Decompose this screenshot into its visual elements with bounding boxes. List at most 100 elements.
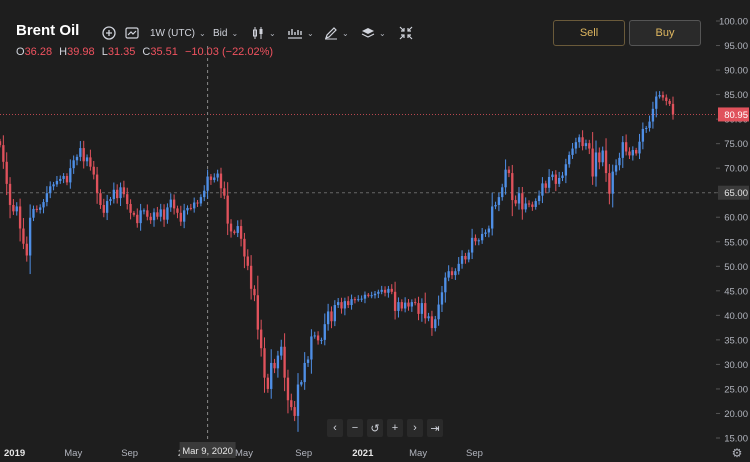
candle-body xyxy=(32,208,35,218)
candle-body xyxy=(28,217,32,256)
candle-body xyxy=(223,188,226,196)
candle-body xyxy=(645,127,648,129)
x-tick-label: 2021 xyxy=(352,448,374,459)
price-type-select[interactable]: Bid ⌄ xyxy=(213,22,238,44)
reset-button[interactable]: ↺ xyxy=(367,419,383,437)
candle-body xyxy=(119,187,122,199)
candle-body xyxy=(444,277,447,293)
candle-body xyxy=(69,168,72,183)
add-indicator-button[interactable] xyxy=(102,22,116,44)
chart-type-select[interactable]: ⌄ xyxy=(251,22,276,44)
candle-body xyxy=(129,203,132,213)
candle-body xyxy=(521,193,524,210)
candle-body xyxy=(517,193,521,204)
y-tick-label: 60.00 xyxy=(724,213,748,224)
candle-body xyxy=(15,206,18,212)
layers-button[interactable]: ⌄ xyxy=(361,22,386,44)
go-to-latest-button[interactable]: ⇥ xyxy=(427,419,443,437)
horizontal-line-label: 65.00 xyxy=(724,188,748,199)
candle-body xyxy=(544,183,547,188)
compare-button[interactable]: ⌄ xyxy=(287,22,314,44)
candle-body xyxy=(541,183,544,196)
horizontal-line-label-bg xyxy=(718,185,749,200)
candle-body xyxy=(293,407,296,416)
candle-body xyxy=(437,304,440,320)
timeframe-select[interactable]: 1W (UTC) ⌄ xyxy=(150,22,206,44)
candle-body xyxy=(614,165,618,172)
candle-body xyxy=(35,208,39,210)
candle-body xyxy=(668,100,671,104)
candle-body xyxy=(162,209,166,220)
candle-body xyxy=(407,302,410,307)
candle-body xyxy=(216,173,219,178)
symbol-title: Brent Oil xyxy=(16,22,80,39)
collapse-icon xyxy=(399,26,413,40)
candle-body xyxy=(253,288,256,296)
candle-body xyxy=(665,97,668,101)
y-tick-label: 30.00 xyxy=(724,360,748,371)
candle-body xyxy=(484,232,487,234)
candle-body xyxy=(186,207,189,211)
candle-body xyxy=(323,324,326,340)
fullscreen-button[interactable] xyxy=(398,22,414,44)
candle-body xyxy=(193,202,196,209)
candle-body xyxy=(480,233,484,241)
candle-body xyxy=(387,288,390,293)
indicators-button[interactable] xyxy=(125,22,139,44)
candle-body xyxy=(618,157,621,166)
candle-body xyxy=(99,193,102,205)
candle-body xyxy=(447,271,450,278)
draw-tools-button[interactable]: ⌄ xyxy=(324,22,349,44)
low-label: L xyxy=(101,46,108,58)
scroll-right-button[interactable]: › xyxy=(407,419,423,437)
y-tick-label: 55.00 xyxy=(724,237,748,248)
candle-body xyxy=(176,208,179,213)
candle-body xyxy=(22,228,25,244)
buy-button[interactable]: Buy xyxy=(629,20,701,46)
y-tick-label: 15.00 xyxy=(724,434,748,445)
candle-body xyxy=(169,199,172,208)
x-tick-label: Sep xyxy=(295,448,312,459)
zoom-in-button[interactable]: + xyxy=(387,419,403,437)
candle-body xyxy=(631,150,634,156)
candle-body xyxy=(464,255,467,260)
candle-body xyxy=(531,204,534,207)
scroll-left-button[interactable]: ‹ xyxy=(327,419,343,437)
candle-body xyxy=(300,382,303,385)
candle-body xyxy=(347,301,350,306)
sell-button[interactable]: Sell xyxy=(553,20,625,46)
candle-body xyxy=(584,143,588,147)
chevron-down-icon: ⌄ xyxy=(199,28,206,38)
candle-body xyxy=(79,148,82,157)
candle-body xyxy=(655,96,658,109)
low-value: 31.35 xyxy=(107,46,136,58)
gear-icon[interactable]: ⚙ xyxy=(732,446,743,460)
candle-body xyxy=(564,164,568,176)
price-type-label: Bid xyxy=(213,27,228,39)
x-tick-label: 2019 xyxy=(4,448,25,459)
candle-body xyxy=(280,346,283,356)
candle-body xyxy=(189,207,193,209)
candle-body xyxy=(474,237,477,242)
indicators-icon xyxy=(125,27,139,39)
y-tick-label: 45.00 xyxy=(724,286,748,297)
y-tick-label: 50.00 xyxy=(724,262,748,273)
candle-body xyxy=(537,195,541,202)
candle-body xyxy=(557,177,561,184)
y-tick-label: 100.00 xyxy=(719,17,748,28)
high-value: 39.98 xyxy=(67,46,95,58)
candle-body xyxy=(377,291,380,294)
candle-body xyxy=(122,187,126,195)
candle-body xyxy=(249,265,253,289)
candle-body xyxy=(112,189,116,200)
crosshair-date-label: Mar 9, 2020 xyxy=(182,446,233,457)
candle-body xyxy=(303,362,306,383)
candle-body xyxy=(59,178,62,181)
candle-body xyxy=(313,335,316,337)
zoom-out-button[interactable]: − xyxy=(347,419,363,437)
candle-body xyxy=(136,214,139,224)
candle-body xyxy=(671,103,675,115)
chevron-down-icon: ⌄ xyxy=(269,28,276,38)
candle-body xyxy=(383,289,387,293)
